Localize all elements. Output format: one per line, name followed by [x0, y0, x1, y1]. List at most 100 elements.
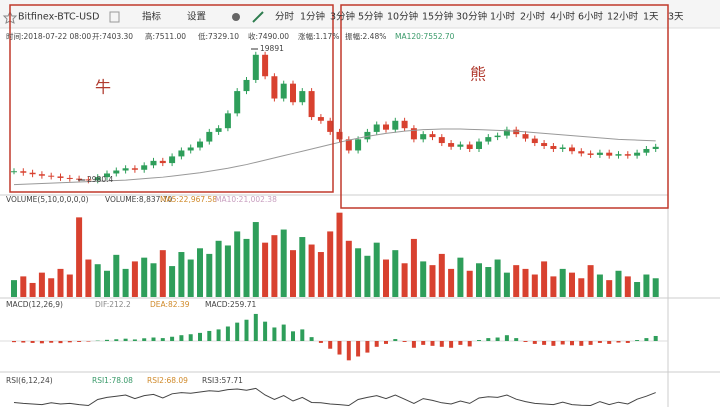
info-item: MA120:7552.70	[395, 32, 455, 41]
low-label: 2980.4	[87, 175, 113, 184]
interval-button[interactable]: 1小时	[490, 11, 516, 23]
macd-bar	[625, 341, 630, 343]
candle	[48, 175, 55, 177]
candle	[438, 137, 445, 144]
interval-button[interactable]: 6小时	[578, 11, 604, 23]
draw-icon[interactable]	[252, 11, 264, 23]
candle	[513, 129, 520, 135]
volume-bar	[38, 272, 45, 297]
interval-button[interactable]: 1天	[643, 12, 659, 23]
volume-bar	[559, 268, 566, 297]
candle	[197, 141, 203, 148]
interval-button[interactable]: 30分钟	[456, 11, 487, 23]
candle	[169, 156, 176, 164]
candle	[252, 54, 259, 80]
interval-button[interactable]: 2小时	[520, 11, 546, 23]
macd-bar	[114, 339, 119, 341]
volume-bar	[466, 270, 473, 297]
candle	[392, 120, 399, 130]
candle	[122, 168, 129, 171]
volume-bar	[29, 282, 36, 297]
candle	[615, 154, 622, 156]
macd-bar	[300, 329, 305, 341]
macd-bar	[67, 341, 72, 343]
candle	[38, 174, 45, 176]
theme-icon[interactable]	[232, 13, 240, 21]
volume-bar	[169, 266, 176, 297]
volume-bar	[336, 212, 343, 297]
interval-button[interactable]: 分时	[275, 11, 295, 23]
volume-bar	[197, 248, 203, 297]
volume-bar	[364, 255, 371, 297]
candle	[150, 160, 157, 166]
volume-bar	[187, 259, 194, 297]
macd-bar	[411, 341, 416, 348]
candle	[485, 137, 492, 142]
volume-bar	[66, 274, 73, 297]
interval-button[interactable]: 3分钟	[330, 11, 355, 23]
volume-bar	[383, 259, 389, 297]
symbol[interactable]: Bitfinex-BTC-USD	[18, 12, 99, 23]
high-label: 19891	[260, 44, 284, 53]
edit-icon[interactable]	[109, 11, 120, 23]
candle	[66, 177, 73, 179]
interval-button[interactable]: 1分钟	[300, 11, 325, 23]
volume-bar	[104, 270, 110, 297]
bull-box	[9, 4, 334, 193]
interval-button[interactable]: 5分钟	[358, 11, 383, 23]
volume-bar	[429, 265, 436, 297]
candle	[364, 131, 371, 140]
candle	[606, 152, 613, 156]
interval-button[interactable]: 3天	[668, 12, 684, 23]
indicators-button[interactable]: 指标	[142, 11, 162, 23]
candle	[420, 134, 427, 140]
candle	[643, 148, 650, 153]
candle	[429, 134, 436, 138]
candle	[587, 153, 594, 155]
volume-bar	[122, 268, 129, 297]
bull-label: 牛	[95, 78, 111, 97]
macd-bar	[402, 341, 407, 342]
info-item: 低:7329.10	[198, 31, 239, 41]
candle	[234, 91, 241, 114]
candle	[383, 124, 389, 130]
interval-button[interactable]: 4小时	[550, 11, 576, 23]
candle	[280, 83, 287, 99]
macd-bar	[458, 341, 463, 345]
candle	[141, 165, 148, 170]
macd-bar	[170, 336, 175, 341]
macd-bar	[58, 341, 63, 344]
macd-bar	[39, 341, 44, 344]
interval-button[interactable]: 10分钟	[387, 11, 418, 23]
macd-bar	[421, 341, 426, 345]
volume-bar	[85, 259, 92, 297]
macd-bar	[123, 338, 128, 341]
candle	[550, 146, 557, 149]
volume-bar	[290, 250, 296, 297]
candle	[466, 144, 473, 149]
bear-label: 熊	[470, 65, 486, 84]
candle	[494, 135, 501, 138]
interval-button[interactable]: 15分钟	[422, 11, 453, 23]
volume-bar	[606, 280, 613, 297]
volume-bar	[327, 231, 334, 297]
candle	[634, 152, 641, 156]
candle	[224, 113, 231, 129]
macd-bar	[263, 321, 268, 341]
settings-button[interactable]: 设置	[187, 12, 206, 23]
candle	[569, 147, 575, 152]
interval-button[interactable]: 12小时	[607, 11, 639, 23]
candle	[11, 171, 17, 173]
volume-bar	[494, 259, 501, 297]
candle	[76, 178, 83, 180]
candle	[29, 172, 36, 175]
candle	[113, 170, 120, 174]
macd-bar	[132, 339, 137, 341]
volume-bar	[224, 245, 231, 297]
macd-bar	[653, 335, 658, 341]
volume-bar	[113, 254, 120, 297]
macd-stat: DEA:82.39	[150, 300, 190, 309]
candle	[290, 83, 296, 103]
volume-bar	[513, 265, 520, 297]
info-item: 振幅:2.48%	[345, 31, 386, 41]
